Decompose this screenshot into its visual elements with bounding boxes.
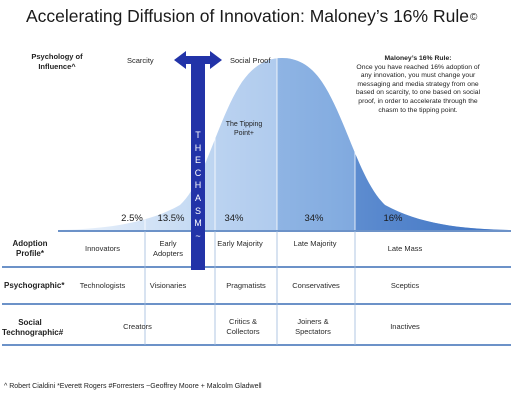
tipping-point-label: The Tipping Point+: [225, 121, 263, 137]
cell-innovators: Innovators: [84, 244, 121, 253]
cell-late-mass: Late Mass: [387, 244, 423, 253]
cell-late-majority: Late Majority: [293, 239, 337, 248]
cell-joiners-spectators: Joiners & Spectators: [295, 317, 331, 336]
rule-note-body: Once you have reached 16% adoption of an…: [355, 63, 481, 114]
chasm-letter: C: [194, 167, 202, 178]
row-label-social-technographic: Social Technographic#: [2, 318, 64, 337]
segment-late-majority: [277, 58, 355, 230]
scarcity-label: Scarcity: [127, 56, 154, 65]
cell-pragmatists: Pragmatists: [226, 281, 266, 290]
cell-visionaries: Visionaries: [149, 281, 187, 290]
chasm-letter: E: [194, 155, 201, 166]
psychology-label: Psychology of Influence^: [31, 52, 83, 71]
cell-early-adopters: Early Adopters: [152, 239, 184, 258]
rule-note: Maloney’s 16% Rule: Once you have reache…: [353, 55, 483, 115]
chasm-letter: H: [194, 180, 202, 191]
cell-conservatives: Conservatives: [292, 281, 340, 290]
social-proof-label: Social Proof: [230, 56, 271, 65]
cell-critics-collectors: Critics & Collectors: [226, 317, 260, 336]
row-label-adoption: Adoption Profile*: [12, 239, 48, 258]
percent-late-majority: 34%: [304, 213, 324, 224]
copyright-mark: ©: [469, 12, 478, 23]
cell-inactives: Inactives: [390, 322, 420, 331]
cell-technologists: Technologists: [79, 281, 126, 290]
chasm-arrow: [174, 51, 222, 69]
percent-late-mass: 16%: [383, 213, 403, 224]
chasm-letter: ~: [195, 230, 201, 241]
chasm-letter: A: [194, 192, 201, 203]
chasm-letter: M: [194, 218, 202, 229]
row-label-psychographic: Psychographic*: [4, 281, 65, 290]
percent-innovators: 2.5%: [121, 213, 143, 224]
percent-early-majority: 34%: [224, 213, 244, 224]
chasm-letter: S: [194, 205, 201, 216]
chasm-letter: H: [194, 142, 202, 153]
percent-early-adopters: 13.5%: [157, 213, 185, 224]
chasm-letter: T: [195, 130, 201, 140]
chasm-label: T H E C H A S M ~: [191, 129, 205, 242]
cell-creators: Creators: [123, 322, 152, 331]
rule-note-title: Maloney’s 16% Rule:: [384, 55, 452, 62]
footer-credits: ^ Robert Cialdini *Everett Rogers #Forre…: [4, 383, 262, 390]
cell-sceptics: Sceptics: [390, 281, 420, 290]
cell-early-majority: Early Majority: [217, 239, 263, 248]
page-title: Accelerating Diffusion of Innovation: Ma…: [26, 6, 478, 26]
chasm-bar: [191, 58, 205, 270]
